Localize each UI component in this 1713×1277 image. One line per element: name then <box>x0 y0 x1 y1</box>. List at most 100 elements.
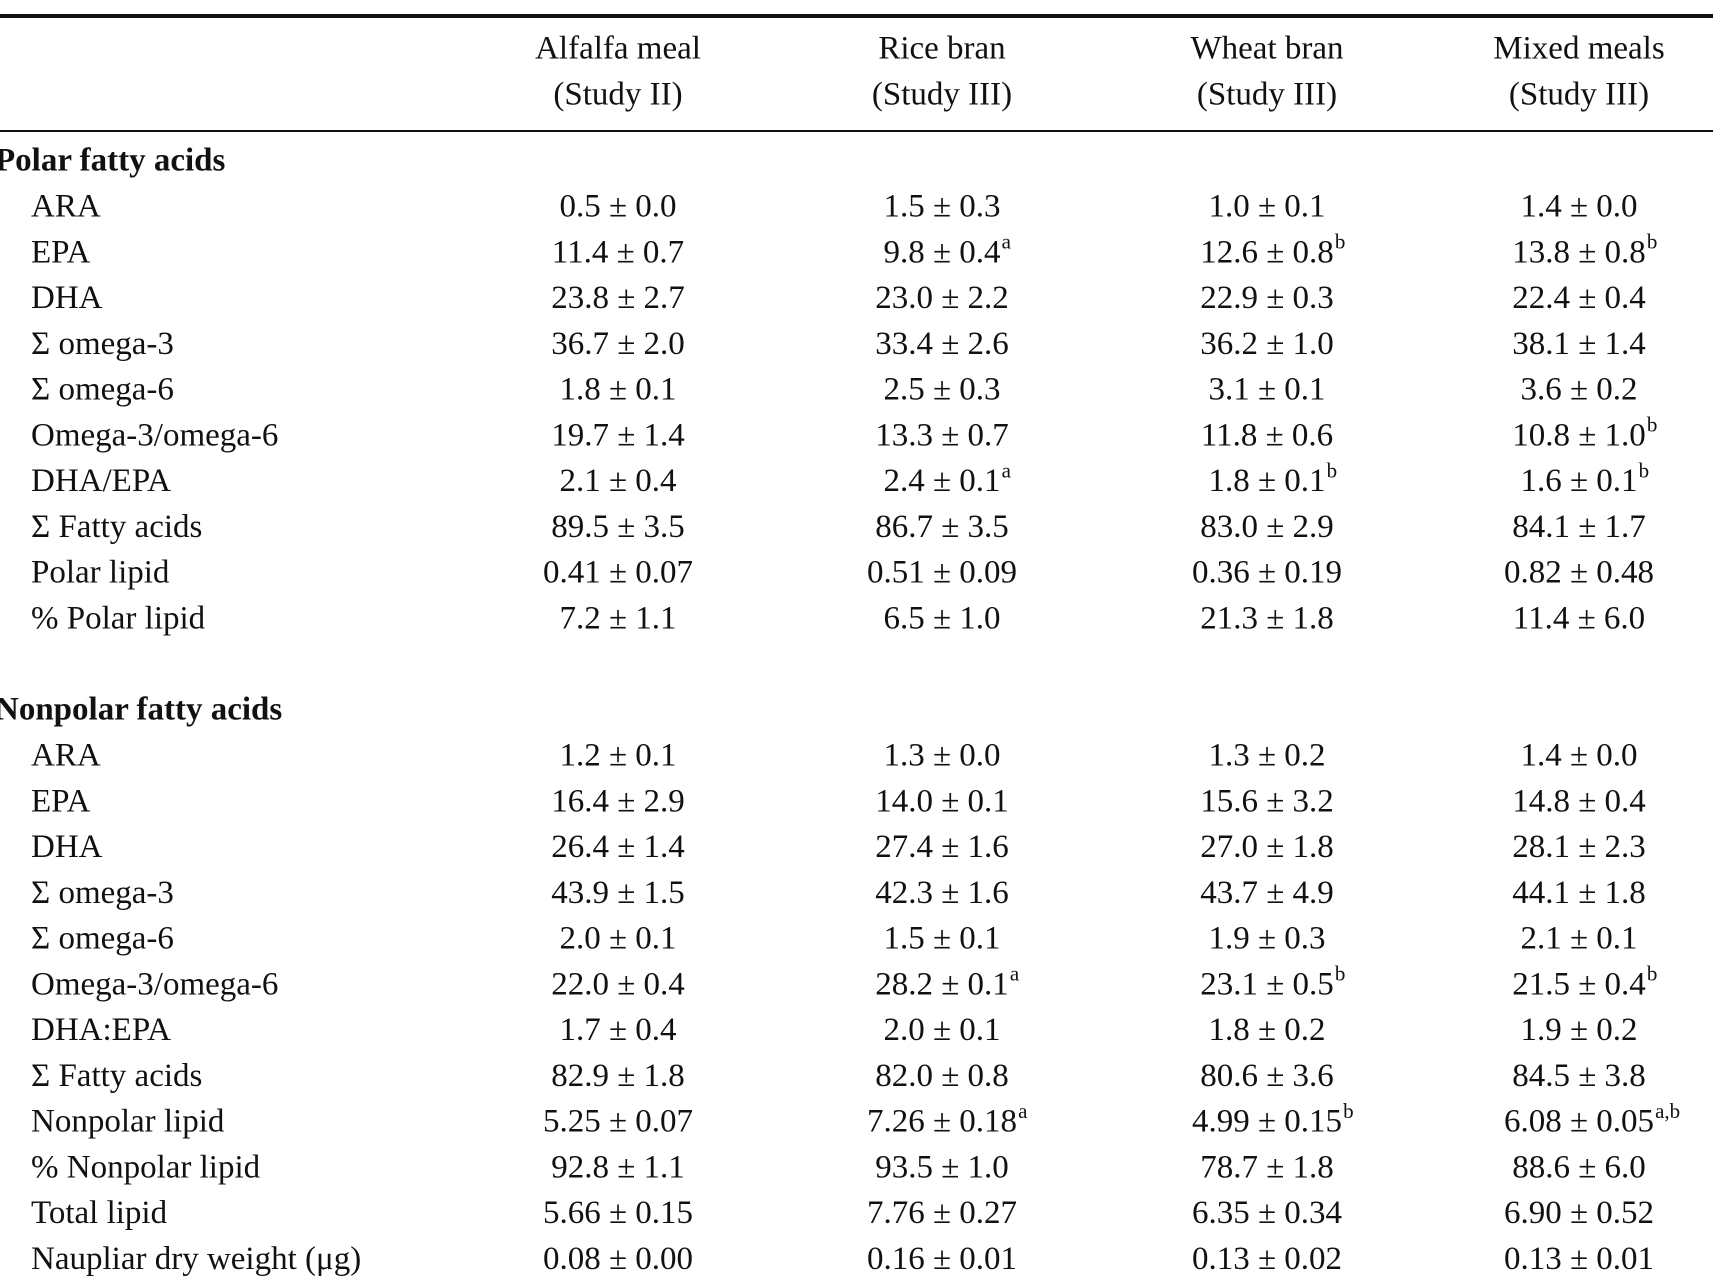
column-header: Rice bran <box>878 31 1005 67</box>
cell-value: 2.4 ± 0.1 <box>883 463 1000 499</box>
superscript: a <box>1018 1099 1028 1123</box>
cell-value: 38.1 ± 1.4 <box>1512 326 1646 362</box>
cell-value: 27.4 ± 1.6 <box>875 829 1009 865</box>
cell-value: 92.8 ± 1.1 <box>551 1149 685 1185</box>
cell-value: 1.8 ± 0.1 <box>559 372 676 408</box>
superscript: b <box>1647 962 1658 986</box>
cell-value: 28.2 ± 0.1 <box>875 966 1009 1002</box>
cell-value: 44.1 ± 1.8 <box>1512 875 1646 911</box>
cell-value: 7.2 ± 1.1 <box>559 600 676 636</box>
cell-value: 12.6 ± 0.8 <box>1200 234 1334 270</box>
cell-value: 21.5 ± 0.4 <box>1512 966 1646 1002</box>
row-label: Total lipid <box>31 1195 168 1231</box>
column-header: (Study III) <box>872 77 1012 113</box>
cell-value: 14.8 ± 0.4 <box>1512 783 1646 819</box>
cell-value: 80.6 ± 3.6 <box>1200 1058 1334 1094</box>
cell-value: 6.35 ± 0.34 <box>1192 1195 1342 1231</box>
row-label: DHA/EPA <box>31 463 171 499</box>
cell-value: 1.2 ± 0.1 <box>559 738 676 774</box>
column-header: (Study II) <box>553 77 682 113</box>
cell-value: 2.0 ± 0.1 <box>883 1012 1000 1048</box>
cell-value: 83.0 ± 2.9 <box>1200 509 1334 545</box>
cell-value: 36.2 ± 1.0 <box>1200 326 1334 362</box>
column-header: Mixed meals <box>1493 31 1664 67</box>
row-label: Naupliar dry weight (μg) <box>31 1241 361 1277</box>
top-rule <box>0 14 1713 18</box>
cell-value: 23.1 ± 0.5 <box>1200 966 1334 1002</box>
row-label: % Polar lipid <box>31 600 206 636</box>
cell-value: 14.0 ± 0.1 <box>875 783 1009 819</box>
cell-value: 1.3 ± 0.0 <box>883 738 1000 774</box>
cell-value: 5.25 ± 0.07 <box>543 1104 693 1140</box>
column-header: Wheat bran <box>1191 31 1344 67</box>
superscript: b <box>1335 962 1346 986</box>
cell-value: 6.5 ± 1.0 <box>883 600 1000 636</box>
cell-value: 1.9 ± 0.2 <box>1520 1012 1637 1048</box>
cell-value: 36.7 ± 2.0 <box>551 326 685 362</box>
cell-value: 6.08 ± 0.05 <box>1504 1104 1654 1140</box>
cell-value: 0.16 ± 0.01 <box>867 1241 1017 1277</box>
cell-value: 89.5 ± 3.5 <box>551 509 685 545</box>
cell-value: 0.5 ± 0.0 <box>559 189 676 225</box>
superscript: a,b <box>1655 1099 1680 1123</box>
cell-value: 4.99 ± 0.15 <box>1192 1104 1342 1140</box>
row-label: Σ omega-6 <box>31 372 174 408</box>
cell-value: 7.26 ± 0.18 <box>867 1104 1017 1140</box>
cell-value: 6.90 ± 0.52 <box>1504 1195 1654 1231</box>
cell-value: 0.82 ± 0.48 <box>1504 555 1654 591</box>
row-label: Σ omega-6 <box>31 921 174 957</box>
cell-value: 11.4 ± 6.0 <box>1513 600 1645 636</box>
cell-value: 43.7 ± 4.9 <box>1200 875 1334 911</box>
cell-value: 1.6 ± 0.1 <box>1520 463 1637 499</box>
row-label: Σ Fatty acids <box>31 1058 202 1094</box>
row-label: DHA <box>31 829 103 865</box>
superscript: b <box>1647 230 1658 254</box>
row-label: Nonpolar lipid <box>31 1104 225 1140</box>
cell-value: 0.41 ± 0.07 <box>543 555 693 591</box>
superscript: b <box>1335 230 1346 254</box>
cell-value: 42.3 ± 1.6 <box>875 875 1009 911</box>
cell-value: 1.5 ± 0.3 <box>883 189 1000 225</box>
cell-value: 2.1 ± 0.1 <box>1520 921 1637 957</box>
cell-value: 11.4 ± 0.7 <box>552 234 684 270</box>
cell-value: 1.9 ± 0.3 <box>1208 921 1325 957</box>
cell-value: 11.8 ± 0.6 <box>1201 417 1333 453</box>
cell-value: 82.0 ± 0.8 <box>875 1058 1009 1094</box>
cell-value: 88.6 ± 6.0 <box>1512 1149 1646 1185</box>
row-label: Polar lipid <box>31 555 170 591</box>
superscript: a <box>1002 458 1012 482</box>
cell-value: 43.9 ± 1.5 <box>551 875 685 911</box>
row-label: Σ Fatty acids <box>31 509 202 545</box>
cell-value: 0.36 ± 0.19 <box>1192 555 1342 591</box>
row-label: % Nonpolar lipid <box>31 1149 261 1185</box>
cell-value: 2.0 ± 0.1 <box>559 921 676 957</box>
row-label: ARA <box>31 189 101 225</box>
cell-value: 1.4 ± 0.0 <box>1520 738 1637 774</box>
superscript: b <box>1343 1099 1354 1123</box>
cell-value: 13.8 ± 0.8 <box>1512 234 1646 270</box>
cell-value: 7.76 ± 0.27 <box>867 1195 1017 1231</box>
cell-value: 16.4 ± 2.9 <box>551 783 685 819</box>
cell-value: 13.3 ± 0.7 <box>875 417 1009 453</box>
cell-value: 10.8 ± 1.0 <box>1512 417 1646 453</box>
cell-value: 22.9 ± 0.3 <box>1200 280 1334 316</box>
cell-value: 84.5 ± 3.8 <box>1512 1058 1646 1094</box>
row-label: EPA <box>31 234 90 270</box>
cell-value: 23.8 ± 2.7 <box>551 280 685 316</box>
row-label: Omega-3/omega-6 <box>31 417 278 453</box>
column-header: (Study III) <box>1509 77 1649 113</box>
row-label: Σ omega-3 <box>31 326 174 362</box>
cell-value: 28.1 ± 2.3 <box>1512 829 1646 865</box>
superscript: b <box>1639 458 1650 482</box>
cell-value: 84.1 ± 1.7 <box>1512 509 1646 545</box>
row-label: Omega-3/omega-6 <box>31 966 278 1002</box>
cell-value: 86.7 ± 3.5 <box>875 509 1009 545</box>
cell-value: 1.3 ± 0.2 <box>1208 738 1325 774</box>
cell-value: 1.7 ± 0.4 <box>559 1012 676 1048</box>
cell-value: 1.8 ± 0.2 <box>1208 1012 1325 1048</box>
row-label: DHA:EPA <box>31 1012 171 1048</box>
cell-value: 1.8 ± 0.1 <box>1208 463 1325 499</box>
cell-value: 2.1 ± 0.4 <box>559 463 676 499</box>
cell-value: 9.8 ± 0.4 <box>883 234 1000 270</box>
